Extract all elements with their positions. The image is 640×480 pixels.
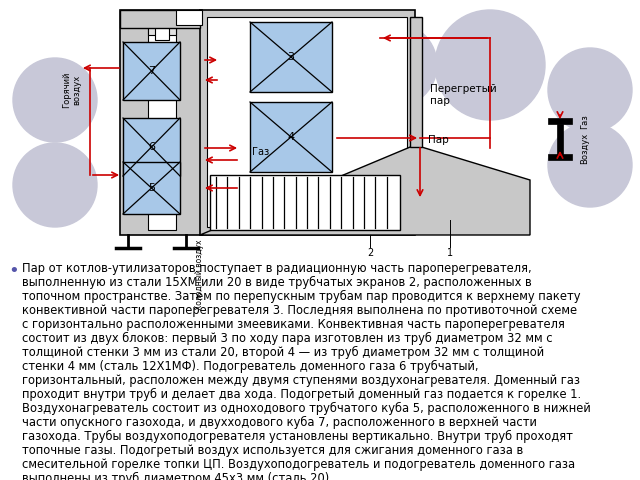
Text: топочные газы. Подогретый воздух используется для сжигания доменного газа в: топочные газы. Подогретый воздух использ… [22, 444, 524, 457]
Bar [148, 15, 176, 230]
Bar [210, 175, 400, 230]
Bar [548, 154, 572, 160]
Text: Воздухонагреватель состоит из одноходового трубчатого куба 5, расположенного в н: Воздухонагреватель состоит из одноходово… [22, 402, 591, 415]
Text: проходит внутри труб и делает два хода. Подогретый доменный газ подается к горел: проходит внутри труб и делает два хода. … [22, 388, 581, 401]
Text: Холодный воздух: Холодный воздух [195, 240, 205, 311]
Text: части опускного газохода, и двухходового куба 7, расположенного в верхней части: части опускного газохода, и двухходового… [22, 416, 537, 429]
Circle shape [13, 143, 97, 227]
Text: Газ: Газ [580, 115, 589, 130]
Polygon shape [200, 145, 530, 235]
Text: топочном пространстве. Затем по перепускным трубам пар проводится к верхнему пак: топочном пространстве. Затем по перепуск… [22, 290, 580, 303]
Text: 5: 5 [148, 183, 155, 193]
Text: Горячий
воздух: Горячий воздух [62, 72, 82, 108]
Text: смесительной горелке топки ЦП. Воздухоподогреватель и подогреватель доменного га: смесительной горелке топки ЦП. Воздухопо… [22, 458, 575, 471]
Bar [250, 22, 332, 92]
Text: состоит из двух блоков: первый 3 по ходу пара изготовлен из труб диаметром 32 мм: состоит из двух блоков: первый 3 по ходу… [22, 332, 552, 345]
Text: 1: 1 [447, 248, 453, 258]
Bar [120, 10, 200, 28]
Text: газохода. Трубы воздухоподогревателя установлены вертикально. Внутри труб проход: газохода. Трубы воздухоподогревателя уст… [22, 430, 573, 443]
Text: Перегретый
пар: Перегретый пар [430, 84, 497, 106]
Bar [123, 162, 180, 214]
Text: 3: 3 [287, 52, 294, 62]
Bar [123, 118, 180, 176]
Text: Газ: Газ [252, 147, 269, 157]
Text: 2: 2 [367, 248, 373, 258]
Bar [557, 124, 563, 154]
Text: Воздух: Воздух [580, 132, 589, 164]
Text: 4: 4 [287, 132, 294, 142]
Text: 7: 7 [148, 66, 155, 76]
Text: стенки 4 мм (сталь 12Х1МФ). Подогреватель доменного газа 6 трубчатый,: стенки 4 мм (сталь 12Х1МФ). Подогревател… [22, 360, 479, 373]
Bar [410, 17, 422, 147]
Text: с горизонтально расположенными змеевиками. Конвективная часть пароперегревателя: с горизонтально расположенными змеевикам… [22, 318, 565, 331]
Bar [207, 17, 407, 227]
Text: 6: 6 [148, 142, 155, 152]
Text: •: • [8, 262, 19, 280]
Bar [200, 10, 415, 235]
Circle shape [548, 123, 632, 207]
Circle shape [13, 58, 97, 142]
Text: выполненную из стали 15ХМ или 20 в виде трубчатых экранов 2, расположенных в: выполненную из стали 15ХМ или 20 в виде … [22, 276, 532, 289]
Bar [155, 10, 169, 40]
Bar [123, 42, 180, 100]
Text: толщиной стенки 3 мм из стали 20, второй 4 — из труб диаметром 32 мм с толщиной: толщиной стенки 3 мм из стали 20, второй… [22, 346, 544, 359]
Bar [148, 10, 176, 35]
Bar [120, 10, 202, 235]
Text: выполнены из труб диаметром 45х3 мм (сталь 20).: выполнены из труб диаметром 45х3 мм (ста… [22, 472, 333, 480]
Bar [176, 10, 202, 25]
Text: Пар от котлов-утилизаторов поступает в радиационную часть пароперегревателя,: Пар от котлов-утилизаторов поступает в р… [22, 262, 532, 275]
Bar [250, 102, 332, 172]
Text: горизонтальный, расположен между двумя ступенями воздухонагревателя. Доменный га: горизонтальный, расположен между двумя с… [22, 374, 580, 387]
Text: Пар: Пар [428, 135, 449, 145]
Circle shape [435, 10, 545, 120]
Bar [548, 118, 572, 124]
Text: конвективной части пароперегревателя 3. Последняя выполнена по противоточной схе: конвективной части пароперегревателя 3. … [22, 304, 577, 317]
Circle shape [548, 48, 632, 132]
Circle shape [353, 23, 437, 107]
